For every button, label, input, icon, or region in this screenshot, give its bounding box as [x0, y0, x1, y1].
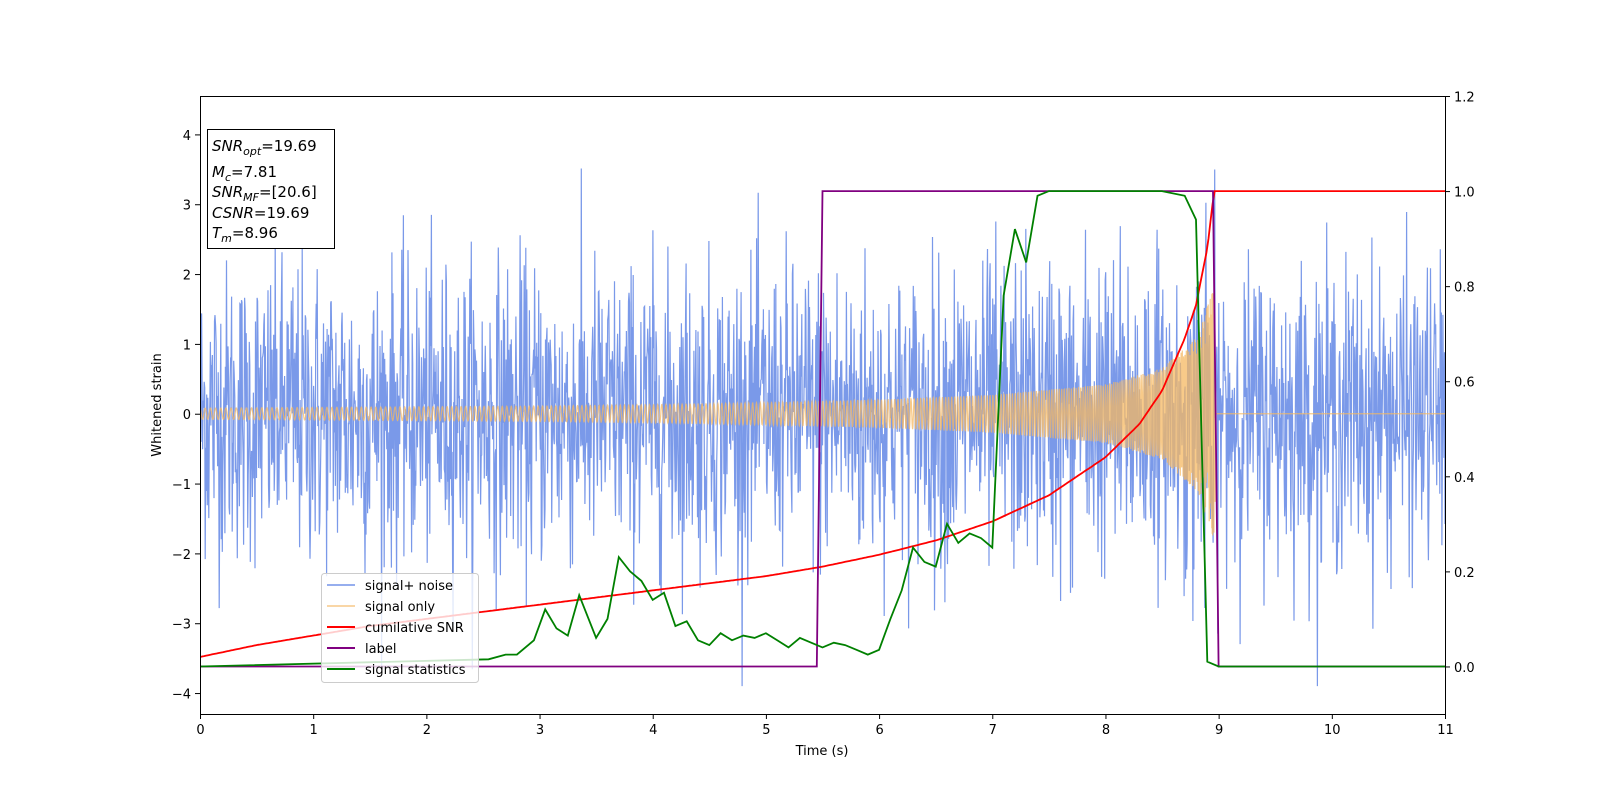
y-tick-label: 0	[183, 408, 191, 423]
info-box-line: SNRMF=[20.6]	[212, 183, 317, 204]
x-axis: 0 1 2 3 4 5 6 7 8 9 10 11	[196, 714, 1454, 738]
legend: signal+ noise signal only cumilative SNR la…	[321, 573, 479, 683]
x-tick-label: 4	[649, 723, 657, 738]
x-tick-label: 3	[536, 723, 544, 738]
y2-tick-label: 0.6	[1454, 376, 1475, 391]
info-box-line: Mc=7.81	[212, 163, 277, 184]
x-tick-label: 2	[423, 723, 431, 738]
y2-tick-label: 0.0	[1454, 661, 1475, 676]
series-signal-statistics-line	[200, 190, 1445, 668]
y-tick-label: −2	[172, 548, 191, 563]
x-tick-label: 0	[196, 723, 204, 738]
y-tick-label: 2	[183, 269, 191, 284]
y-tick-label: −4	[172, 688, 191, 703]
y-tick-label: −1	[172, 478, 191, 493]
y2-tick-label: 1.2	[1454, 91, 1475, 106]
x-axis-label: Time (s)	[795, 744, 849, 759]
y2-tick-label: 0.2	[1454, 566, 1475, 581]
y-axis-right: 0.0 0.2 0.4 0.6 0.8 1.0 1.2	[1445, 91, 1475, 676]
info-box-line: SNRopt=19.69	[212, 137, 317, 158]
y-tick-label: −3	[172, 618, 191, 633]
plot-frame	[200, 96, 1446, 715]
y-axis-left: −4 −3 −2 −1 0 1 2 3 4	[172, 129, 200, 703]
info-box-line: CSNR=19.69	[212, 204, 309, 222]
legend-label: signal statistics	[365, 663, 466, 678]
y-tick-label: 3	[183, 199, 191, 214]
legend-frame	[321, 573, 479, 683]
x-tick-label: 10	[1324, 723, 1341, 738]
series-signal-only-line	[200, 293, 1445, 536]
info-box-line: Tm=8.96	[212, 224, 278, 245]
x-tick-label: 8	[1102, 723, 1110, 738]
legend-label: label	[365, 642, 396, 657]
legend-label: signal only	[365, 600, 435, 615]
x-tick-label: 9	[1215, 723, 1223, 738]
legend-label: cumilative SNR	[365, 621, 464, 636]
x-tick-label: 5	[762, 723, 770, 738]
info-box: SNRopt=19.69 Mc=7.81SNRMF=[20.6]CSNR=19.6…	[207, 129, 335, 249]
info-box-frame	[207, 129, 335, 249]
series-signal-noise-line	[200, 168, 1445, 687]
y2-tick-label: 0.8	[1454, 281, 1475, 296]
x-tick-label: 1	[310, 723, 318, 738]
y-tick-label: 4	[183, 129, 191, 144]
x-tick-label: 7	[989, 723, 997, 738]
x-tick-label: 6	[875, 723, 883, 738]
x-tick-label: 11	[1437, 723, 1454, 738]
legend-label: signal+ noise	[365, 579, 453, 594]
y-axis-label: Whitened strain	[150, 353, 165, 456]
y2-tick-label: 1.0	[1454, 186, 1475, 201]
y2-tick-label: 0.4	[1454, 471, 1475, 486]
y-tick-label: 1	[183, 338, 191, 353]
